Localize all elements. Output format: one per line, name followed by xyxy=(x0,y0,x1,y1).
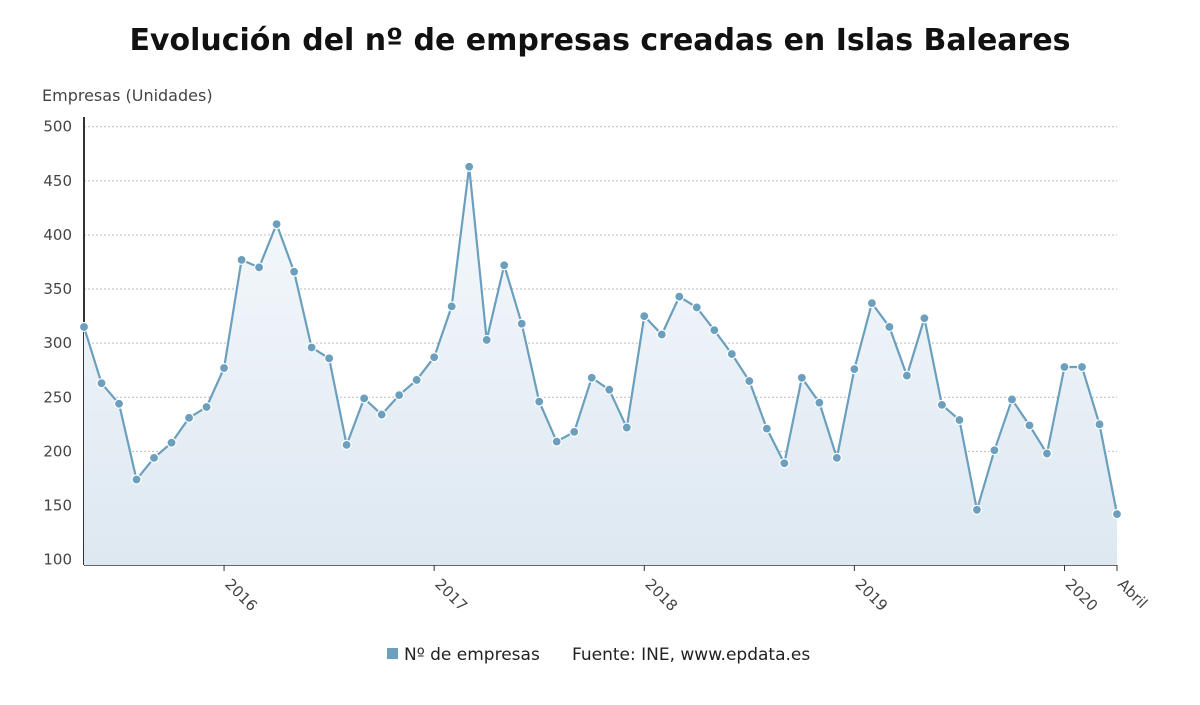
point xyxy=(569,426,580,437)
point xyxy=(394,390,405,401)
point xyxy=(236,254,247,265)
point xyxy=(691,302,702,313)
point xyxy=(726,348,737,360)
y-tick-label: 500 xyxy=(43,118,72,136)
legend-swatch xyxy=(387,648,398,659)
point xyxy=(1094,419,1105,430)
y-tick-label: 400 xyxy=(43,226,72,244)
point xyxy=(1041,448,1053,459)
point xyxy=(218,362,230,374)
point xyxy=(499,260,510,271)
point xyxy=(621,422,632,433)
point xyxy=(831,452,842,463)
point xyxy=(376,409,387,420)
point xyxy=(253,262,265,273)
y-tick-label: 200 xyxy=(43,442,72,460)
point xyxy=(814,397,825,408)
point xyxy=(761,423,772,434)
point xyxy=(78,321,90,333)
point xyxy=(464,161,475,172)
point xyxy=(324,353,335,364)
point xyxy=(674,291,685,302)
point xyxy=(516,318,527,329)
point xyxy=(359,393,370,404)
y-tick-label: 450 xyxy=(43,172,72,190)
point xyxy=(779,458,790,469)
point xyxy=(481,334,492,346)
x-tick-label: 2019 xyxy=(852,575,892,615)
chart-title: Evolución del nº de empresas creadas en … xyxy=(129,23,1070,58)
point xyxy=(639,311,650,322)
point xyxy=(166,437,177,448)
point xyxy=(866,298,877,309)
plot-area: 100 150 200 250 300 350 400 450 500 2016 2017 2018 2… xyxy=(43,117,1151,615)
point xyxy=(586,372,597,383)
point xyxy=(289,266,300,277)
point xyxy=(551,436,562,447)
y-tick-label: 250 xyxy=(43,388,72,406)
point xyxy=(183,412,195,423)
legend-label: Nº de empresas xyxy=(404,645,540,665)
y-tick-label: 100 xyxy=(43,551,72,569)
point xyxy=(954,414,965,426)
point xyxy=(796,372,807,383)
point xyxy=(709,325,720,336)
point xyxy=(1024,420,1035,431)
point xyxy=(306,342,317,353)
x-tick-label: 2020 xyxy=(1062,575,1102,615)
point xyxy=(884,321,895,333)
x-tick-label: 2018 xyxy=(641,575,681,615)
point xyxy=(1076,361,1088,373)
x-tick-label: 2016 xyxy=(221,575,261,615)
point xyxy=(656,329,667,340)
y-tick-label: 350 xyxy=(43,280,72,298)
point xyxy=(936,399,948,410)
point xyxy=(411,374,422,386)
x-tick-label: 2017 xyxy=(431,575,471,615)
y-tick-label: 150 xyxy=(43,496,72,514)
source: Fuente: INE, www.epdata.es xyxy=(572,645,810,665)
point xyxy=(989,445,1000,456)
point xyxy=(271,219,282,230)
point xyxy=(534,396,545,407)
point xyxy=(446,301,457,312)
point xyxy=(919,313,930,324)
point xyxy=(849,364,860,375)
point xyxy=(901,370,912,381)
point xyxy=(113,398,125,409)
point xyxy=(341,439,352,450)
point xyxy=(744,375,755,387)
area xyxy=(84,166,1117,565)
point xyxy=(201,401,212,413)
point xyxy=(96,378,107,389)
point xyxy=(148,452,160,463)
point xyxy=(971,504,983,515)
y-tick-label: 300 xyxy=(43,334,72,352)
y-axis-label: Empresas (Unidades) xyxy=(42,86,213,105)
x-tick-label: Abril xyxy=(1114,575,1151,612)
point xyxy=(1111,509,1123,520)
point xyxy=(429,352,440,363)
point xyxy=(1006,394,1018,405)
point xyxy=(131,474,142,485)
point xyxy=(1059,361,1070,373)
point xyxy=(604,384,615,395)
